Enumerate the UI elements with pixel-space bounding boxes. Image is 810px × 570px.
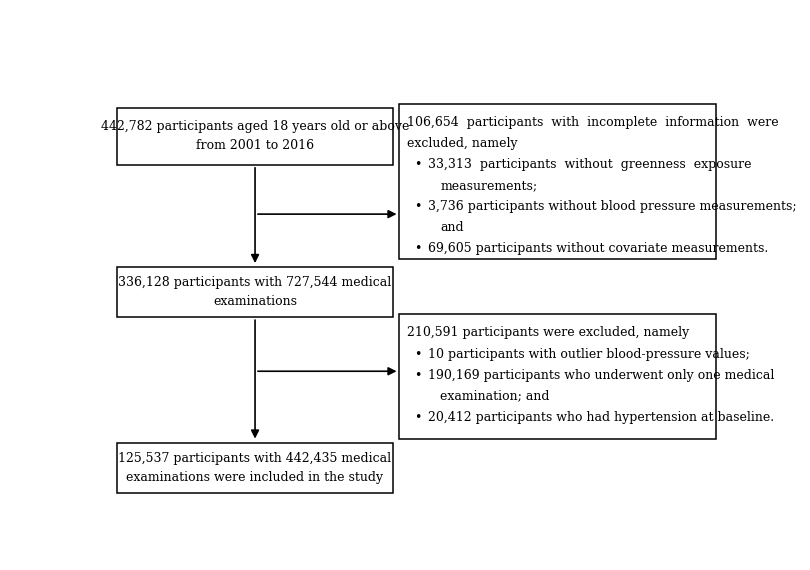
Text: and: and — [441, 221, 464, 234]
Bar — [399, 104, 716, 259]
Text: •: • — [414, 369, 421, 381]
Bar — [117, 108, 393, 165]
Text: 125,537 participants with 442,435 medical
examinations were included in the stud: 125,537 participants with 442,435 medica… — [118, 452, 391, 484]
Text: 33,313  participants  without  greenness  exposure: 33,313 participants without greenness ex… — [428, 158, 751, 171]
Text: 106,654  participants  with  incomplete  information  were: 106,654 participants with incomplete inf… — [407, 116, 778, 129]
Text: •: • — [414, 242, 421, 255]
Text: 190,169 participants who underwent only one medical: 190,169 participants who underwent only … — [428, 369, 774, 381]
Bar — [117, 267, 393, 317]
Text: •: • — [414, 411, 421, 424]
Text: 69,605 participants without covariate measurements.: 69,605 participants without covariate me… — [428, 242, 768, 255]
Text: 442,782 participants aged 18 years old or above
from 2001 to 2016: 442,782 participants aged 18 years old o… — [101, 120, 409, 152]
Text: •: • — [414, 348, 421, 361]
Bar — [399, 314, 716, 439]
Bar — [117, 442, 393, 493]
Text: excluded, namely: excluded, namely — [407, 137, 518, 150]
Text: 20,412 participants who had hypertension at baseline.: 20,412 participants who had hypertension… — [428, 411, 774, 424]
Text: 3,736 participants without blood pressure measurements;: 3,736 participants without blood pressur… — [428, 200, 796, 213]
Text: 10 participants with outlier blood-pressure values;: 10 participants with outlier blood-press… — [428, 348, 749, 361]
Text: examination; and: examination; and — [441, 390, 550, 402]
Text: 210,591 participants were excluded, namely: 210,591 participants were excluded, name… — [407, 327, 689, 340]
Text: 336,128 participants with 727,544 medical
examinations: 336,128 participants with 727,544 medica… — [118, 276, 392, 308]
Text: •: • — [414, 200, 421, 213]
Text: •: • — [414, 158, 421, 171]
Text: measurements;: measurements; — [441, 179, 537, 192]
